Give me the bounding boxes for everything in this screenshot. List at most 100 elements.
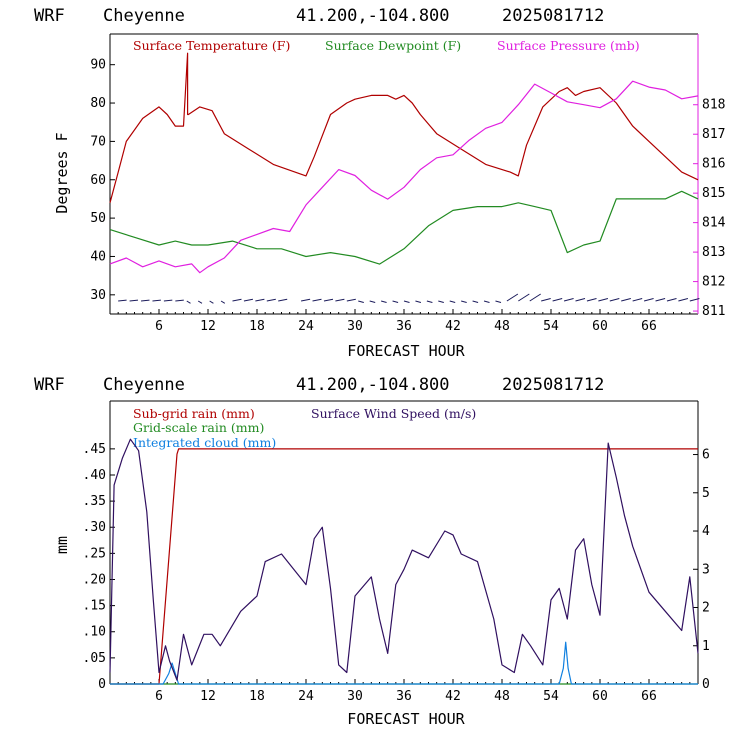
wind-barb-mark (118, 299, 127, 302)
y-right-tick-label: 817 (702, 127, 725, 142)
panel-2-ylabel: mm (53, 536, 71, 554)
panel-2-xlabel: FORECAST HOUR (347, 710, 465, 728)
x-tick-label: 60 (592, 689, 608, 704)
panel-2-title-coords: 41.200,-104.800 (296, 375, 450, 395)
wind-barb-mark (403, 300, 410, 303)
wind-barb-mark (541, 298, 551, 302)
x-tick-label: 66 (641, 319, 657, 334)
wind-barb-mark (197, 300, 203, 304)
wind-barb-mark (323, 298, 334, 302)
wind-barb-mark (312, 298, 322, 302)
wind-barb-mark (358, 300, 364, 303)
panel-1-title-coords: 41.200,-104.800 (296, 6, 450, 26)
wind-barb-mark (335, 298, 345, 302)
y-right-tick-label: 816 (702, 157, 725, 172)
x-tick-label: 12 (200, 689, 216, 704)
y-left-tick-label: .25 (83, 546, 106, 561)
wind-barb-mark (518, 293, 530, 302)
legend-wind-speed: Surface Wind Speed (m/s) (311, 406, 476, 421)
x-tick-label: 30 (347, 319, 363, 334)
wind-barb-mark (186, 300, 191, 304)
y-left-tick-label: 40 (90, 249, 106, 264)
legend-pressure: Surface Pressure (mb) (497, 38, 640, 53)
wind-barb-mark (175, 299, 184, 302)
y-left-tick-label: .10 (83, 625, 106, 640)
x-tick-label: 36 (396, 319, 412, 334)
wind-barb-mark (598, 298, 609, 302)
x-tick-label: 6 (155, 689, 163, 704)
wind-barb-mark (472, 300, 479, 303)
y-right-tick-label: 0 (702, 677, 710, 692)
y-left-tick-label: .35 (83, 494, 106, 509)
x-tick-label: 6 (155, 319, 163, 334)
wind-barb-mark (563, 298, 574, 302)
y-right-tick-label: 815 (702, 186, 725, 201)
panel-1-xlabel: FORECAST HOUR (347, 342, 465, 360)
panel-1-temperature: WRF Cheyenne 41.200,-104.800 2025081712 … (34, 6, 726, 360)
legend-integrated-cloud: Integrated cloud (mm) (133, 435, 276, 450)
wind-barb-mark (575, 298, 586, 302)
wind-barb-mark (506, 293, 519, 302)
wind-barb-mark (415, 300, 422, 303)
legend-temperature: Surface Temperature (F) (133, 38, 290, 53)
wind-barb-mark (655, 298, 666, 302)
series-line-dew (109, 190, 699, 265)
y-left-tick-label: 70 (90, 134, 106, 149)
wind-barb-mark (689, 298, 700, 302)
y-right-tick-label: 811 (702, 304, 725, 319)
x-tick-label: 60 (592, 319, 608, 334)
y-left-tick-label: .30 (83, 520, 106, 535)
panel-2-plot-area: 6 12 18 24 30 36 42 48 54 60 660.05.10.15.20.25.30… (83, 400, 710, 704)
wind-barb-mark (266, 298, 276, 302)
wind-barb-mark (381, 300, 387, 303)
wind-barb-mark (632, 298, 643, 302)
x-tick-label: 12 (200, 319, 216, 334)
x-tick-label: 18 (249, 319, 265, 334)
wind-barb-mark (301, 298, 311, 302)
panel-2-title-run: 2025081712 (502, 375, 604, 395)
wind-barb-mark (369, 300, 376, 303)
y-left-tick-label: 90 (90, 58, 106, 73)
wind-barb-mark (392, 300, 399, 303)
wind-barb-mark (220, 300, 226, 304)
y-right-tick-label: 813 (702, 245, 725, 260)
wind-barb-mark (483, 300, 490, 303)
panel-2-precipitation: WRF Cheyenne 41.200,-104.800 2025081712 … (34, 375, 710, 728)
panel-1-ylabel: Degrees F (53, 132, 71, 213)
wind-barb-mark (552, 298, 563, 302)
y-right-tick-label: 812 (702, 275, 725, 290)
wind-barb-mark (461, 300, 467, 303)
panel-1-plot-area: 6 12 18 24 30 36 42 48 54 60 66 30 40 50 60 70 80 90 811 81… (90, 33, 726, 334)
x-tick-label: 48 (494, 319, 510, 334)
y-left-tick-label: 30 (90, 288, 106, 303)
wind-barb-mark (586, 298, 597, 302)
x-tick-label: 36 (396, 689, 412, 704)
y-right-tick-label: 814 (702, 216, 726, 231)
wind-barb-mark (495, 300, 502, 303)
x-tick-label: 42 (445, 689, 461, 704)
y-right-tick-label: 5 (702, 486, 710, 501)
x-tick-label: 66 (641, 689, 657, 704)
y-left-tick-label: .15 (83, 599, 106, 614)
wind-barb-mark (643, 298, 654, 302)
legend-gridscale-rain: Grid-scale rain (mm) (133, 420, 264, 435)
panel-1-title-station: Cheyenne (103, 6, 185, 26)
legend-subgrid-rain: Sub-grid rain (mm) (133, 406, 255, 421)
wind-barb-mark (163, 299, 173, 302)
panel-2-title-station: Cheyenne (103, 375, 185, 395)
wind-barb-mark (621, 298, 631, 302)
x-tick-label: 54 (543, 689, 559, 704)
y-right-tick-label: 6 (702, 448, 710, 463)
x-tick-label: 42 (445, 319, 461, 334)
y-left-tick-label: 50 (90, 211, 106, 226)
y-right-tick-label: 2 (702, 601, 710, 616)
wind-barb-mark (278, 298, 288, 302)
wind-barb-mark (140, 299, 150, 302)
panel-1-title-run: 2025081712 (502, 6, 604, 26)
y-left-tick-label: .45 (83, 442, 106, 457)
y-left-tick-label: 0 (98, 677, 106, 692)
wind-barb-mark (678, 298, 689, 302)
y-left-tick-label: .20 (83, 572, 106, 587)
wind-barb-mark (129, 299, 139, 302)
